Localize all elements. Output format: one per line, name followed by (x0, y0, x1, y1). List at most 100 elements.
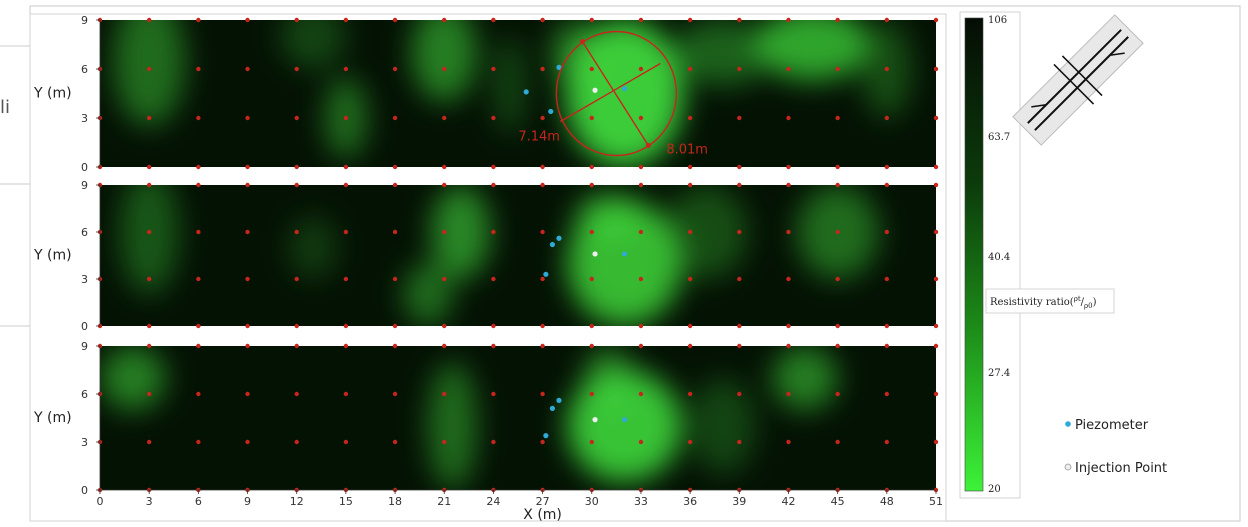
colorbar-tick: 40.4 (988, 252, 1010, 263)
colorbar-tick: 106 (988, 15, 1007, 26)
electrode-point (589, 343, 594, 349)
electrode-point (933, 164, 939, 170)
schematic-stub (1109, 52, 1125, 56)
injection-point (592, 251, 598, 257)
electrode-point (343, 343, 349, 349)
electrode-point (491, 66, 496, 72)
electrode-point (343, 391, 349, 397)
electrode-point (245, 391, 250, 397)
x-tick-label: 12 (290, 495, 304, 508)
electrode-point (245, 229, 250, 235)
electrode-point (146, 439, 152, 445)
y-tick-label: 9 (81, 14, 88, 27)
schematic-pipe (1034, 36, 1129, 131)
electrode-point (294, 17, 299, 23)
electrode-point (343, 115, 349, 121)
electrode-point (638, 182, 644, 188)
x-tick-label: 18 (388, 495, 402, 508)
resistivity-field (113, 20, 912, 167)
electrode-point (884, 66, 890, 72)
electrode-point (786, 229, 791, 235)
resistivity-anomaly (665, 185, 748, 279)
electrode-point (589, 66, 594, 72)
electrode-point (392, 164, 398, 170)
electrode-point (589, 439, 594, 445)
electrode-point (491, 343, 496, 349)
piezometer-point (621, 417, 628, 423)
electrode-point (835, 182, 840, 188)
plume-extent-circle (555, 30, 678, 157)
electrode-point (491, 439, 496, 445)
left-edge-fragment (0, 45, 30, 327)
electrode-point (933, 276, 939, 282)
electrode-point (786, 115, 791, 121)
heatmap-panel (97, 343, 939, 493)
electrode-point (196, 182, 201, 188)
electrode-point (687, 439, 693, 445)
electrode-point (491, 115, 496, 121)
electrode-point (343, 439, 349, 445)
electrode-point (196, 66, 201, 72)
resistivity-anomaly (575, 192, 641, 240)
electrode-point (638, 391, 644, 397)
resistivity-anomaly (493, 36, 527, 135)
schematic-pipe (1027, 29, 1122, 124)
x-tick-label: 21 (437, 495, 451, 508)
colorbar-tick: 63.7 (988, 132, 1010, 143)
electrode-point (245, 115, 250, 121)
injection-point (592, 417, 598, 423)
electrode-point (884, 164, 890, 170)
electrode-point (786, 182, 791, 188)
electrode-point (146, 66, 152, 72)
electrode-point (491, 323, 496, 329)
electrode-point (786, 17, 791, 23)
colorbar-label-numerator: ρt (1074, 295, 1081, 303)
electrode-point (491, 182, 496, 188)
electrode-point (392, 343, 398, 349)
electrode-point (196, 323, 201, 329)
electrode-point (146, 229, 152, 235)
electrode-point (884, 229, 890, 235)
x-tick-label: 36 (683, 495, 697, 508)
y-tick-label: 6 (81, 388, 88, 401)
electrode-point (638, 164, 644, 170)
dimension-label-b: 8.01m (666, 143, 708, 158)
electrode-point (392, 182, 398, 188)
electrode-point (442, 229, 447, 235)
panel-background (100, 185, 936, 326)
colorbar-label: Resistivity ratio(ρt/ρ0) (990, 295, 1097, 310)
electrode-point (835, 276, 840, 282)
electrode-point (786, 439, 791, 445)
legend-marker-piezometer (1065, 421, 1071, 427)
electrode-point (933, 115, 939, 121)
electrode-point (343, 323, 349, 329)
resistivity-field (100, 346, 838, 490)
resistivity-anomaly (280, 20, 346, 69)
electrode-point (343, 164, 349, 170)
electrode-point (196, 439, 201, 445)
electrode-point (343, 66, 349, 72)
electrode-point (687, 115, 693, 121)
electrode-point (146, 17, 152, 23)
resistivity-anomaly (411, 20, 478, 102)
electrode-point (146, 343, 152, 349)
electrode-point (146, 115, 152, 121)
electrode-point (835, 17, 840, 23)
electrode-point (884, 391, 890, 397)
colorbar-label-box (985, 288, 1115, 314)
piezometer-point (556, 235, 562, 241)
electrode-point (196, 229, 201, 235)
electrode-point (737, 17, 742, 23)
piezometer-point (621, 251, 628, 257)
electrode-point (638, 17, 644, 23)
electrode-point (442, 276, 447, 282)
y-tick-label: 0 (81, 484, 88, 497)
electrode-point (146, 323, 152, 329)
electrode-point (835, 115, 840, 121)
electrode-point (638, 229, 644, 235)
electrode-point (392, 17, 398, 23)
electrode-point (540, 343, 545, 349)
piezometer-point (621, 86, 628, 92)
x-tick-label: 3 (146, 495, 153, 508)
